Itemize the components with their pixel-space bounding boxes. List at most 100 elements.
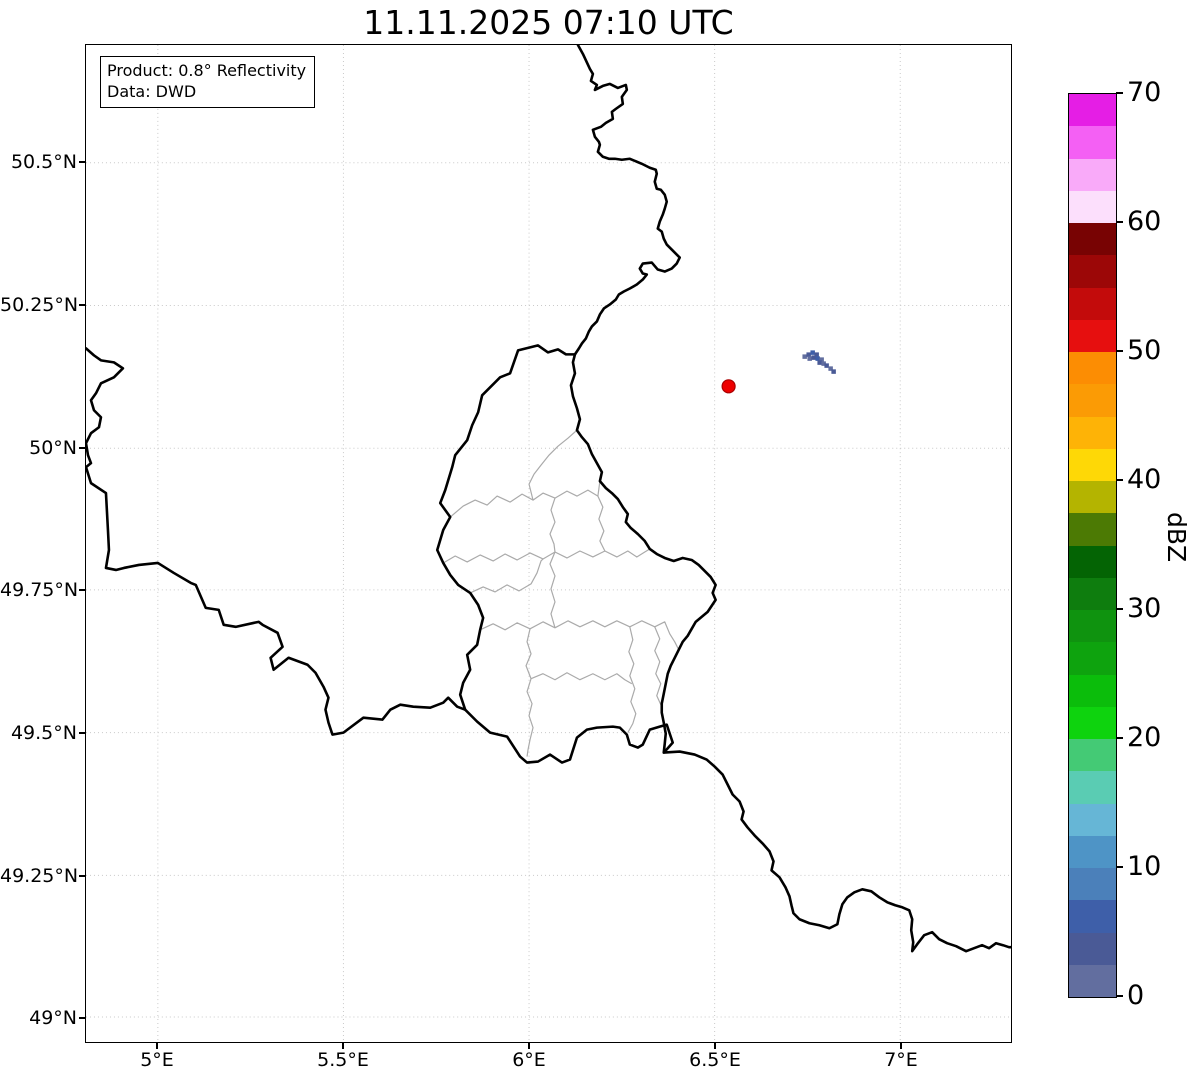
lon-tick-label: 7°E (884, 1049, 918, 1071)
colorbar-tick-mark (1116, 737, 1123, 739)
lat-tick-label: 49.5°N (10, 722, 77, 744)
lat-tick-mark (79, 304, 85, 306)
colorbar-segment (1069, 932, 1116, 965)
figure-title: 11.11.2025 07:10 UTC (363, 3, 734, 42)
radar-echo-cell (819, 357, 824, 362)
colorbar-segment (1069, 964, 1116, 997)
colorbar-segment (1069, 319, 1116, 352)
colorbar-tick-mark (1116, 221, 1123, 223)
product-info-box: Product: 0.8° Reflectivity Data: DWD (100, 56, 316, 108)
colorbar-segment (1069, 448, 1116, 481)
colorbar-segment (1069, 900, 1116, 933)
colorbar-segment (1069, 158, 1116, 191)
lon-tick-label: 5.5°E (317, 1049, 369, 1071)
colorbar-segment (1069, 803, 1116, 836)
lat-tick-mark (79, 1017, 85, 1019)
lat-tick-mark (79, 161, 85, 163)
colorbar-segment (1069, 352, 1116, 385)
france-germany-border (662, 750, 1011, 953)
lat-tick-label: 50.5°N (10, 151, 77, 173)
lon-tick-mark (156, 1043, 158, 1049)
radar-echo-cell (814, 352, 819, 357)
radar-echo-cell (806, 352, 811, 357)
radar-site-marker (721, 379, 736, 394)
lon-tick-label: 6.5°E (689, 1049, 741, 1071)
colorbar-segment (1069, 706, 1116, 739)
canton-line (449, 481, 601, 518)
canton-line (525, 628, 534, 757)
canton-line (654, 626, 663, 713)
lat-tick-label: 49°N (29, 1007, 77, 1029)
canton-line (530, 672, 633, 685)
radar-echo-cell (828, 366, 833, 371)
colorbar-segment (1069, 255, 1116, 288)
radar-echo-cell (815, 356, 820, 361)
colorbar (1068, 93, 1117, 998)
lat-tick-label: 49.75°N (0, 579, 79, 601)
colorbar-tick-label: 30 (1127, 593, 1162, 624)
france-belgium-border (86, 347, 467, 736)
colorbar-tick-label: 40 (1127, 464, 1162, 495)
radar-echo-cell (817, 360, 822, 365)
colorbar-tick-label: 10 (1127, 851, 1162, 882)
lat-tick-mark (79, 447, 85, 449)
colorbar-tick-mark (1116, 608, 1123, 610)
lon-tick-mark (900, 1043, 902, 1049)
lon-tick-mark (342, 1043, 344, 1049)
colorbar-segment (1069, 868, 1116, 901)
colorbar-segment (1069, 384, 1116, 417)
radar-echo-cell (824, 363, 829, 368)
colorbar-tick-mark (1116, 92, 1123, 94)
radar-echo-cell (831, 369, 836, 374)
colorbar-segment (1069, 513, 1116, 546)
lon-tick-label: 5°E (140, 1049, 174, 1071)
colorbar-segment (1069, 287, 1116, 320)
data-source-line: Data: DWD (107, 82, 197, 101)
colorbar-tick-label: 50 (1127, 335, 1162, 366)
colorbar-tick-mark (1116, 995, 1123, 997)
colorbar-segment (1069, 416, 1116, 449)
colorbar-unit-label: dBZ (1162, 512, 1191, 563)
colorbar-segment (1069, 223, 1116, 256)
canton-line (627, 626, 637, 733)
colorbar-segment (1069, 190, 1116, 223)
product-info-line: Product: 0.8° Reflectivity (107, 61, 307, 80)
colorbar-segment (1069, 94, 1116, 127)
colorbar-tick-mark (1116, 479, 1123, 481)
canton-line (442, 548, 651, 564)
lon-tick-label: 6°E (512, 1049, 546, 1071)
colorbar-tick-mark (1116, 350, 1123, 352)
lon-tick-mark (528, 1043, 530, 1049)
lat-tick-label: 50.25°N (0, 294, 79, 316)
colorbar-segment (1069, 481, 1116, 514)
colorbar-segment (1069, 577, 1116, 610)
colorbar-segment (1069, 739, 1116, 772)
colorbar-segment (1069, 771, 1116, 804)
map-plot-area: Product: 0.8° Reflectivity Data: DWD (85, 44, 1012, 1043)
luxembourg-outline (435, 344, 717, 764)
lat-tick-mark (79, 732, 85, 734)
canton-line (528, 429, 578, 501)
canton-line (549, 497, 556, 553)
lat-tick-label: 49.25°N (0, 865, 79, 887)
colorbar-segment (1069, 545, 1116, 578)
colorbar-tick-label: 70 (1127, 77, 1162, 108)
lat-tick-mark (79, 589, 85, 591)
colorbar-tick-label: 20 (1127, 722, 1162, 753)
colorbar-segment (1069, 835, 1116, 868)
canton-line (469, 558, 544, 594)
colorbar-segment (1069, 642, 1116, 675)
colorbar-tick-label: 0 (1127, 980, 1145, 1011)
radar-echo-cell (821, 361, 826, 366)
colorbar-tick-label: 60 (1127, 206, 1162, 237)
lat-tick-label: 50°N (29, 437, 77, 459)
colorbar-tick-mark (1116, 866, 1123, 868)
lon-tick-mark (714, 1043, 716, 1049)
radar-echo-cell (810, 350, 815, 355)
lat-tick-mark (79, 875, 85, 877)
radar-echo-cell (811, 355, 816, 360)
radar-echo-cell (807, 356, 812, 361)
canton-line (479, 620, 680, 651)
colorbar-segment (1069, 126, 1116, 159)
